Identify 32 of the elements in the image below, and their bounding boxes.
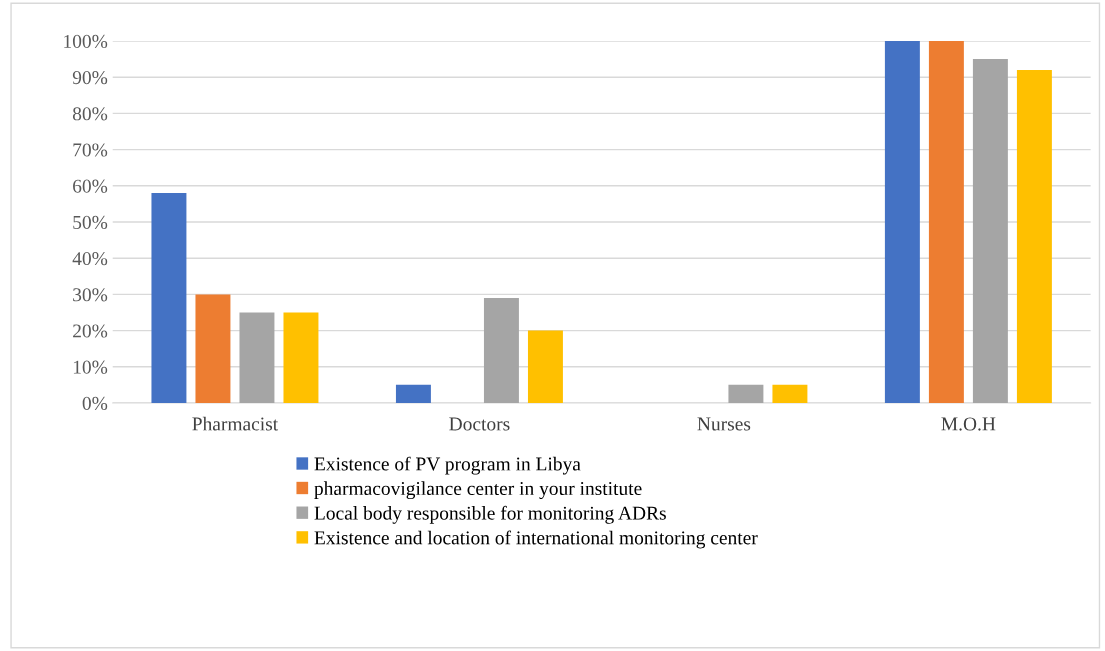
bar: [1016, 69, 1052, 403]
y-tick-label: 0%: [82, 396, 108, 410]
x-tick-label: Pharmacist: [192, 416, 279, 431]
y-tick-label: 100%: [64, 34, 108, 49]
x-tick-label: Nurses: [697, 417, 751, 431]
y-tick-label: 70%: [73, 143, 108, 157]
legend-label: Existence of PV program in Libya: [314, 456, 581, 475]
legend-label: Local body responsible for monitoring ADRs: [314, 505, 666, 524]
x-tick-label: Doctors: [449, 417, 510, 431]
bar: [928, 41, 964, 403]
y-tick-label: 80%: [72, 107, 108, 121]
y-tick-label: 60%: [73, 179, 108, 193]
legend-label: Existence and location of international monitoring center: [314, 530, 758, 549]
y-tick-label: 50%: [73, 215, 108, 229]
y-tick-label: 40%: [72, 252, 108, 266]
y-tick-label: 30%: [73, 288, 108, 302]
bar: [283, 312, 319, 403]
bar: [527, 330, 563, 403]
y-tick-label: 90%: [72, 71, 108, 85]
legend-label: pharmacovigilance center in your institute: [314, 481, 642, 500]
bar: [728, 384, 764, 403]
bar: [483, 298, 519, 403]
bar: [884, 41, 920, 403]
x-tick-label: M.O.H: [941, 417, 996, 431]
y-tick-label: 20%: [73, 324, 108, 338]
bar: [972, 59, 1008, 403]
bar: [195, 294, 231, 403]
bar: [151, 193, 187, 403]
bar: [772, 384, 808, 403]
bar: [239, 312, 275, 403]
bar: [395, 384, 431, 403]
y-tick-label: 10%: [73, 360, 108, 374]
